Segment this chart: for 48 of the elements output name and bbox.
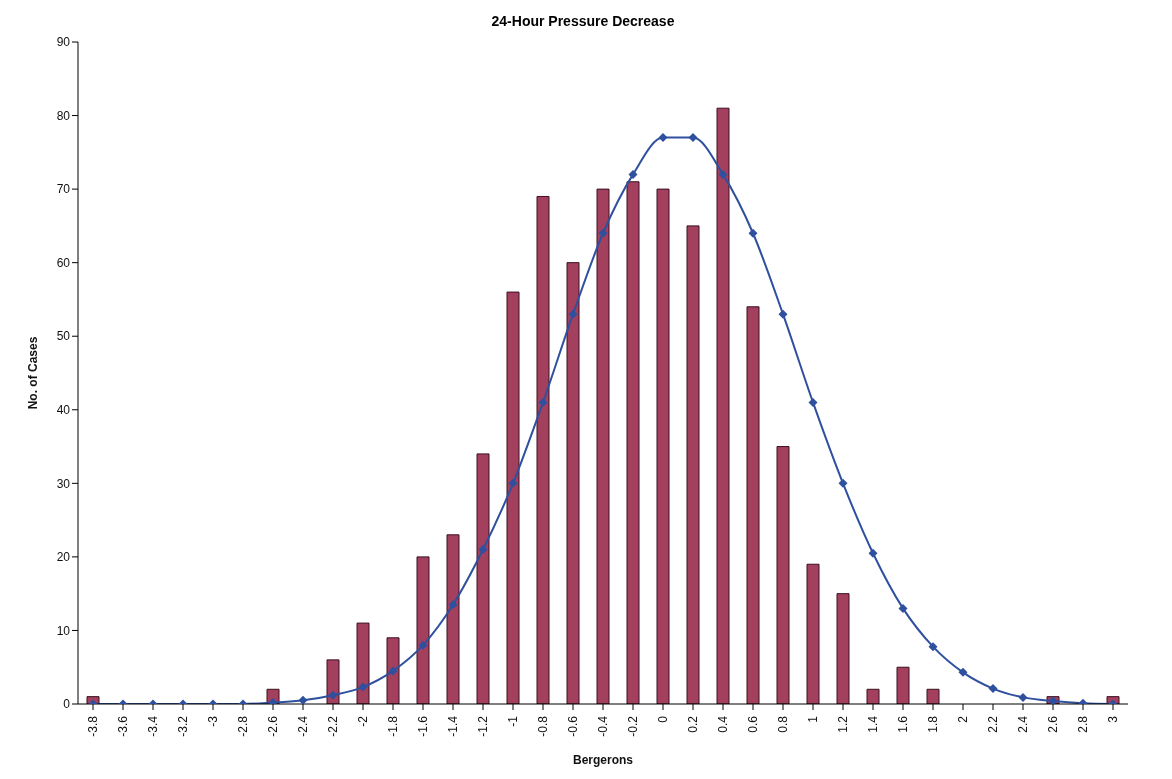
y-tick-label: 60 bbox=[56, 255, 71, 270]
y-tick-label: 80 bbox=[56, 108, 71, 123]
x-tick-label: 0.4 bbox=[716, 715, 730, 733]
x-axis-title: Bergerons bbox=[572, 753, 634, 767]
x-tick-label: 2 bbox=[956, 715, 970, 723]
x-tick-label: -1.8 bbox=[386, 715, 400, 737]
x-tick-label: -1.2 bbox=[476, 715, 490, 737]
x-tick-label: 1.8 bbox=[926, 715, 940, 733]
y-axis-title: No. of Cases bbox=[26, 336, 41, 410]
y-tick-label: 50 bbox=[56, 329, 71, 344]
x-tick-label: -1.4 bbox=[446, 715, 460, 737]
x-tick-label: 2.4 bbox=[1016, 715, 1030, 733]
x-tick-label: 0.6 bbox=[746, 715, 760, 733]
y-tick-label: 0 bbox=[63, 697, 71, 712]
x-tick-label: 2.6 bbox=[1046, 715, 1060, 733]
x-tick-label: 1 bbox=[806, 715, 820, 723]
x-tick-label: 1.4 bbox=[866, 715, 880, 733]
x-tick-label: 0.8 bbox=[776, 715, 790, 733]
x-tick-label: -0.6 bbox=[566, 715, 580, 737]
x-tick-label: 3 bbox=[1106, 715, 1120, 723]
x-tick-label: -3.8 bbox=[86, 715, 100, 737]
y-tick-label: 20 bbox=[56, 550, 71, 565]
x-tick-label: -3.4 bbox=[146, 715, 160, 737]
x-tick-label: -3 bbox=[206, 715, 220, 727]
x-tick-label: -0.2 bbox=[626, 715, 640, 737]
y-tick-label: 30 bbox=[56, 476, 71, 491]
x-tick-label: -0.4 bbox=[596, 715, 610, 737]
x-tick-label: -2.6 bbox=[266, 715, 280, 737]
x-tick-label: -2.8 bbox=[236, 715, 250, 737]
y-tick-label: 40 bbox=[56, 403, 71, 418]
y-tick-label: 10 bbox=[56, 623, 71, 638]
y-tick-label: 70 bbox=[56, 182, 71, 197]
x-tick-label: -3.2 bbox=[176, 715, 190, 737]
x-tick-label: 2.8 bbox=[1076, 715, 1090, 733]
x-tick-label: -2 bbox=[356, 715, 370, 727]
x-tick-label: -2.4 bbox=[296, 715, 310, 737]
y-tick-label: 90 bbox=[56, 35, 71, 50]
x-tick-label: 2.2 bbox=[986, 715, 1000, 733]
x-tick-label: -1.6 bbox=[416, 715, 430, 737]
x-tick-label: 1.2 bbox=[836, 715, 850, 733]
x-tick-label: -1 bbox=[506, 715, 520, 727]
chart-title: 24-Hour Pressure Decrease bbox=[490, 12, 676, 31]
x-tick-label: -3.6 bbox=[116, 715, 130, 737]
x-tick-label: 0 bbox=[656, 715, 670, 723]
x-tick-label: -2.2 bbox=[326, 715, 340, 737]
x-tick-label: 0.2 bbox=[686, 715, 700, 733]
x-tick-label: -0.8 bbox=[536, 715, 550, 737]
x-tick-label: 1.6 bbox=[896, 715, 910, 733]
